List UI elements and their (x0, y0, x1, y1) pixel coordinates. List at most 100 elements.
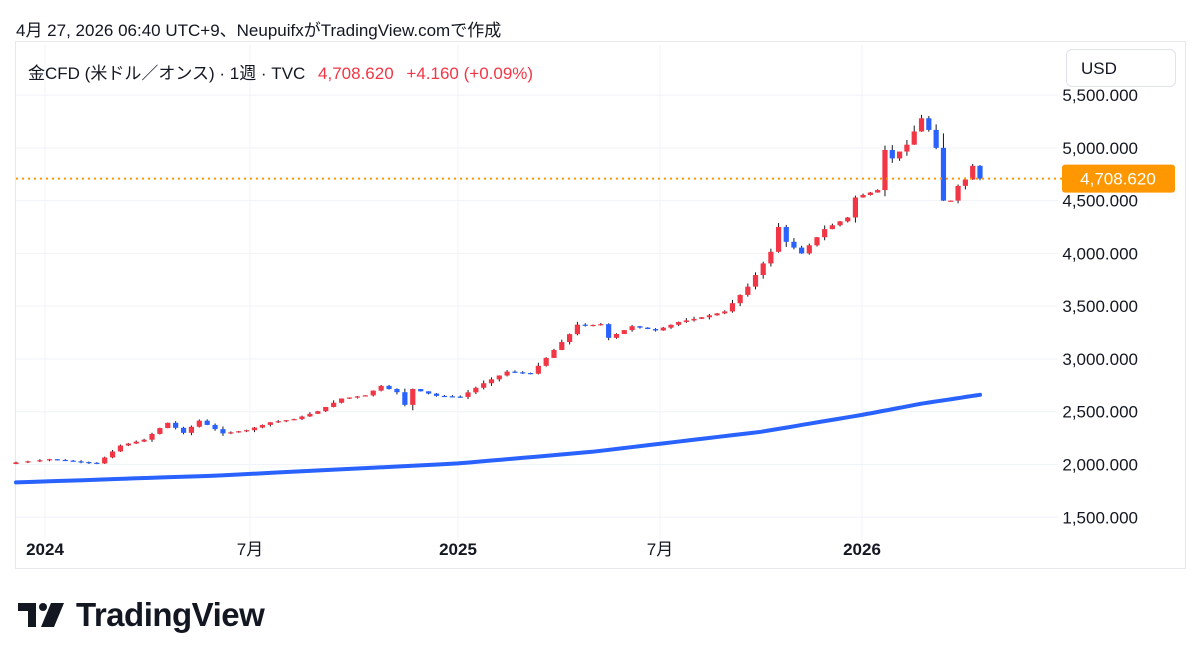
candle (745, 283, 751, 297)
candle-body (473, 387, 479, 393)
moving-average-line (14, 392, 982, 485)
candle (860, 193, 866, 198)
candle-body (25, 461, 31, 463)
x-tick-label: 7月 (647, 540, 673, 559)
candle-body (752, 275, 759, 287)
last-price: 4,708.620 (318, 64, 394, 83)
currency-button[interactable]: USD (1066, 49, 1176, 87)
candle (275, 420, 281, 424)
candle-body (567, 334, 573, 343)
candle-body (488, 379, 495, 384)
candle-body (714, 313, 720, 316)
candle-body (362, 395, 368, 397)
candle-body (904, 144, 910, 152)
candle-body (852, 197, 859, 218)
candle-body (940, 147, 947, 201)
candle (473, 386, 479, 395)
candle (244, 429, 250, 433)
candle-body (814, 237, 820, 246)
x-tick-label: 2026 (843, 540, 881, 559)
candles-layer (13, 114, 983, 465)
candle-body (637, 326, 643, 328)
candle-body (173, 422, 179, 428)
candle-body (889, 149, 895, 159)
candle (394, 388, 400, 395)
candle (875, 189, 881, 193)
candle (465, 390, 471, 400)
candle-body (62, 459, 68, 462)
candle-body (660, 327, 666, 331)
x-tick-label: 2024 (26, 540, 64, 559)
candle (660, 326, 666, 331)
symbol-title: 金CFD (米ドル／オンス) · 1週 · TVC (28, 64, 306, 83)
candle (78, 460, 84, 464)
y-tick-label: 1,500.000 (1062, 508, 1138, 527)
candle (582, 323, 588, 327)
tradingview-wordmark: TradingView (76, 596, 265, 633)
candle (829, 223, 835, 230)
candle (512, 370, 518, 374)
candle-body (426, 391, 432, 394)
candle (173, 421, 179, 430)
candle-body (706, 315, 713, 318)
candle-body (962, 179, 968, 186)
candle-body (629, 326, 635, 331)
candle-body (86, 462, 92, 464)
tradingview-logo[interactable]: TradingView (18, 596, 265, 634)
candle-body (799, 247, 805, 254)
candle-body (882, 149, 888, 191)
candle (722, 310, 728, 315)
candle-body (768, 251, 774, 264)
y-tick-label: 2,000.000 (1062, 456, 1138, 475)
candle (165, 422, 171, 429)
candle (760, 261, 766, 279)
candle (283, 420, 289, 423)
candle (267, 422, 273, 427)
candle (806, 243, 812, 255)
candle (259, 424, 266, 429)
y-tick-label: 5,500.000 (1062, 86, 1138, 105)
candle (46, 458, 53, 462)
candle-body (449, 396, 455, 398)
candle (621, 330, 627, 335)
candle (613, 333, 620, 339)
candle-body (13, 462, 19, 464)
candle-body (370, 390, 376, 396)
candle (737, 294, 743, 307)
candle (676, 321, 682, 327)
candle (94, 462, 100, 465)
candle (904, 139, 910, 156)
candle-body (204, 420, 210, 425)
candle (133, 440, 139, 444)
candle (323, 406, 329, 413)
candle-body (911, 131, 917, 145)
candle (157, 427, 163, 435)
candle-body (180, 427, 187, 433)
y-tick-label: 2,500.000 (1062, 403, 1138, 422)
candle-body (386, 385, 392, 390)
x-tick-label: 2025 (439, 540, 477, 559)
candle (629, 324, 635, 332)
candle (315, 410, 321, 414)
candle (331, 400, 337, 408)
candle (977, 165, 983, 181)
symbol-legend: 金CFD (米ドル／オンス) · 1週 · TVC 4,708.620 +4.1… (28, 59, 533, 84)
candle (441, 395, 448, 398)
candle (449, 395, 455, 398)
price-change: +4.160 (+0.09%) (406, 64, 534, 83)
candle-body (559, 342, 565, 350)
candle (54, 459, 60, 461)
candle (645, 327, 651, 330)
candle-body (896, 151, 903, 159)
y-tick-label: 3,500.000 (1062, 297, 1138, 316)
candle-body (668, 324, 674, 328)
candle (955, 184, 961, 204)
candle-body (948, 200, 954, 202)
chart-grid (16, 45, 1058, 540)
candle-body (441, 395, 448, 398)
candle-body (418, 389, 424, 392)
moving-average-layer (14, 392, 982, 485)
candle-body (645, 327, 651, 330)
candle (378, 384, 384, 392)
